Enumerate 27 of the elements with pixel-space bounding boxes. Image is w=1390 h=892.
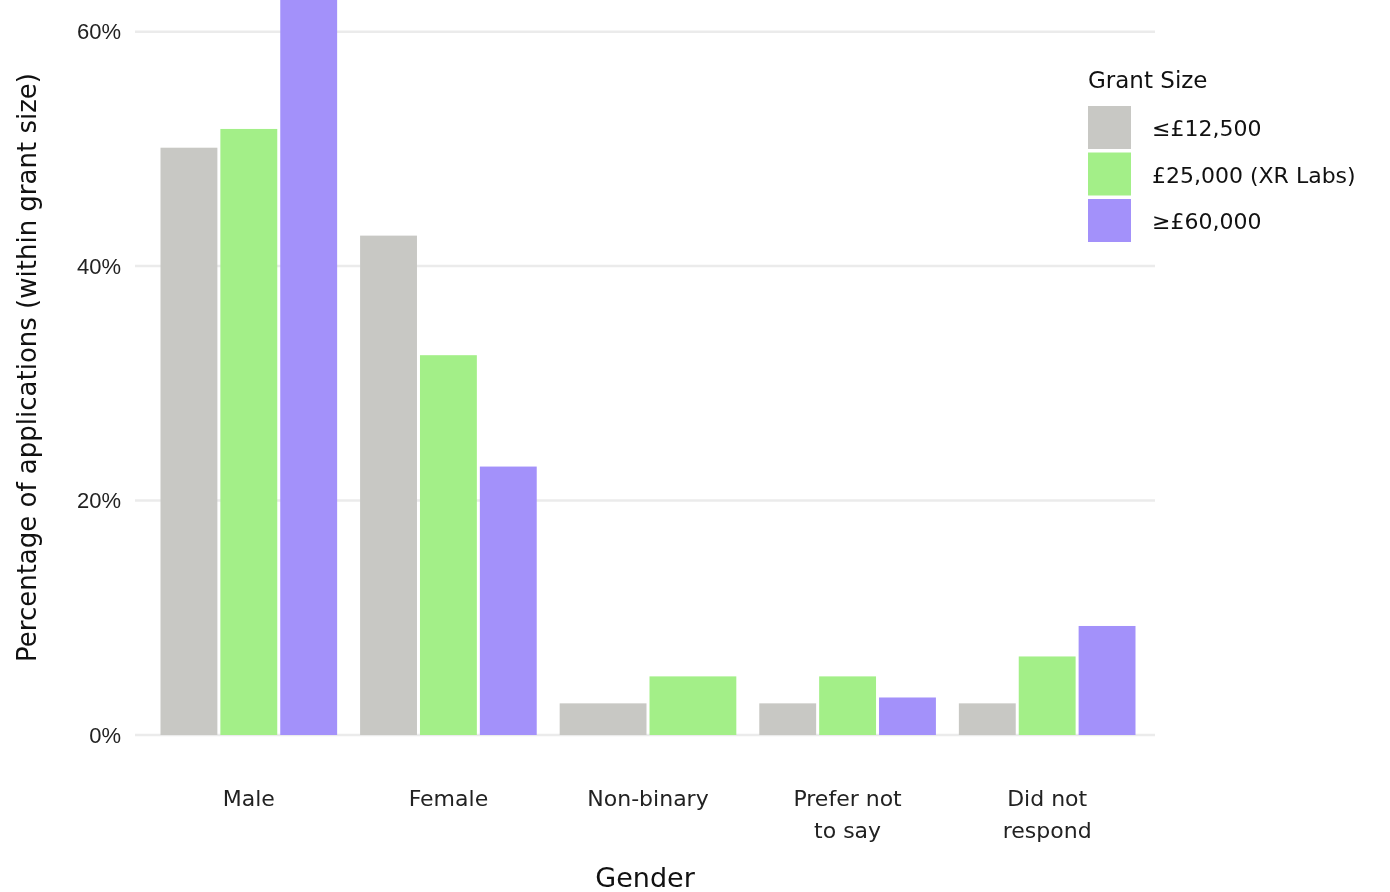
bar (419, 355, 477, 735)
bar (879, 697, 936, 735)
x-axis-title: Gender (595, 862, 696, 892)
y-tick-label: 60% (76, 19, 121, 45)
y-axis-title: Percentage of applications (within grant size) (12, 73, 42, 662)
bar (958, 703, 1016, 735)
y-tick-label: 20% (76, 488, 121, 514)
x-tick-label: Did not respond (1002, 786, 1092, 843)
legend-label: ≤£12,500 (1152, 116, 1262, 141)
bar (160, 147, 218, 735)
legend-label: £25,000 (XR Labs) (1152, 162, 1356, 188)
bar (479, 466, 537, 735)
bar (280, 0, 338, 735)
bar (819, 676, 877, 735)
x-tick-label: Prefer not to say (793, 786, 903, 843)
bar (1078, 625, 1136, 735)
x-tick-label: Male (222, 786, 275, 811)
x-tick-label: Non-binary (587, 786, 709, 811)
x-tick-label: Female (408, 786, 489, 811)
bar (360, 235, 417, 735)
legend-title: Grant Size (1088, 67, 1208, 93)
bar (1018, 656, 1076, 735)
y-tick-label: 0% (89, 722, 121, 748)
bar (220, 128, 278, 735)
y-tick-label: 40% (76, 253, 121, 279)
legend-label: ≥£60,000 (1152, 209, 1262, 234)
bar (759, 703, 817, 735)
